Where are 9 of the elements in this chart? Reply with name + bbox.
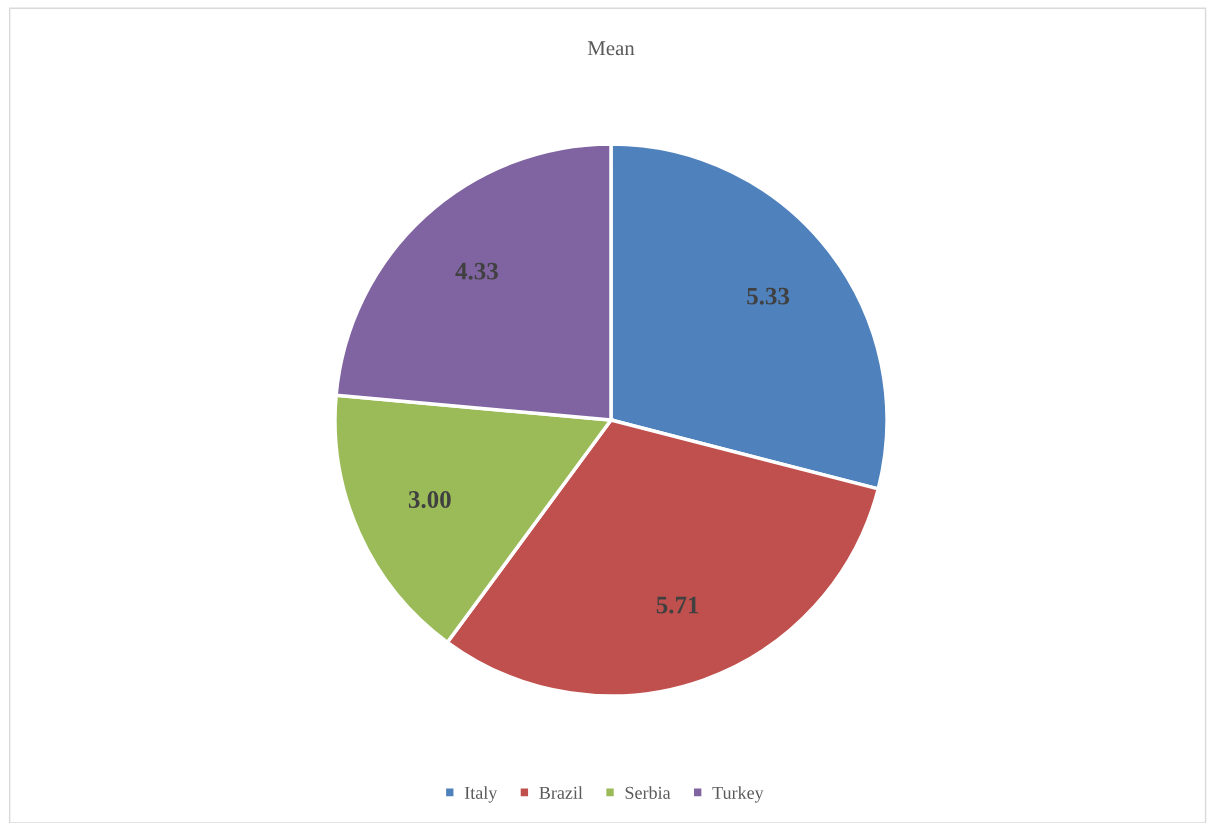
- data-label: 5.71: [656, 596, 699, 614]
- data-label: 5.33: [747, 287, 790, 305]
- legend-label: Italy: [464, 786, 498, 803]
- legend-label: Brazil: [539, 786, 583, 799]
- legend-label: Turkey: [712, 786, 764, 803]
- legend-label: Serbia: [625, 786, 671, 799]
- data-label: 4.33: [455, 262, 498, 280]
- chart-title: Mean: [587, 41, 635, 56]
- data-label: 3.00: [408, 491, 451, 508]
